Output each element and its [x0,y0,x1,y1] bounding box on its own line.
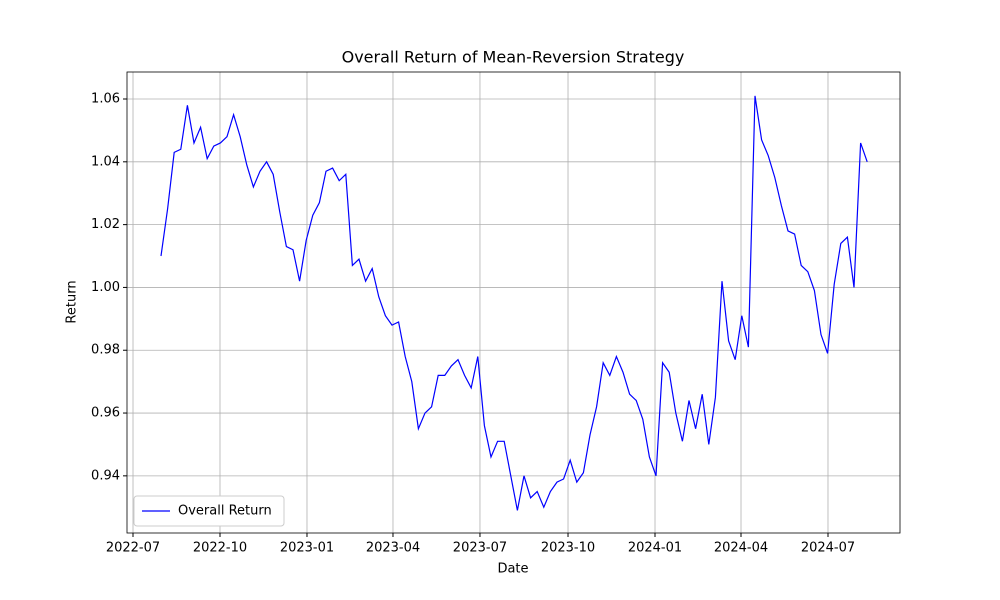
y-tick-label: 1.04 [91,154,120,169]
y-tick-label: 0.94 [91,468,120,483]
x-tick-label: 2023-10 [541,541,595,556]
plot-frame [126,71,901,534]
line [160,95,868,511]
y-tick-label: 0.96 [91,406,120,421]
x-tick-label: 2024-01 [628,541,682,556]
y-tick-label: 1.00 [91,280,120,295]
x-tick-label: 2023-01 [280,541,334,556]
y-tick-label: 1.06 [91,92,120,107]
x-tick-label: 2023-07 [453,541,507,556]
y-axis-label: Return [65,280,80,323]
x-tick-label: 2022-07 [106,541,160,556]
x-tick-label: 2024-04 [714,541,768,556]
x-tick-label: 2023-04 [366,541,420,556]
chart-title: Overall Return of Mean-Reversion Strateg… [342,48,685,67]
x-axis-label: Date [497,562,528,577]
legend-box [133,495,285,527]
y-tick-label: 1.02 [91,217,120,232]
x-tick-label: 2022-10 [193,541,247,556]
x-tick-label: 2024-07 [801,541,855,556]
y-tick-label: 0.98 [91,343,120,358]
legend-label: Overall Return [178,504,272,519]
